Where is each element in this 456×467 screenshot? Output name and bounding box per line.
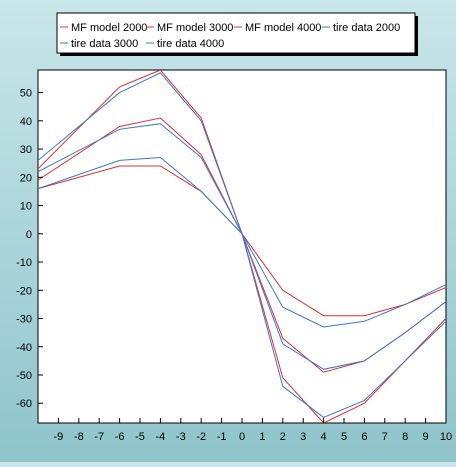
x-tick-label: -3 [176, 431, 186, 443]
x-tick-label: 7 [382, 431, 388, 443]
series-line-2 [38, 70, 446, 423]
x-tick-label: -1 [217, 431, 227, 443]
x-tick-label: -2 [196, 431, 206, 443]
y-tick-label: 10 [20, 201, 32, 213]
y-tick-label: 50 [20, 88, 32, 100]
y-tick-label: -60 [16, 398, 32, 410]
series-lines [38, 70, 446, 423]
x-tick-label: 1 [259, 431, 265, 443]
y-tick-label: -20 [16, 285, 32, 297]
legend-label-1: MF model 3000 [157, 22, 233, 34]
x-tick-label: -5 [135, 431, 145, 443]
y-tick-label: 30 [20, 144, 32, 156]
legend-box [56, 12, 416, 54]
x-tick-label: 10 [440, 431, 452, 443]
y-tick-label: -10 [16, 257, 32, 269]
x-tick-label: -6 [115, 431, 125, 443]
plot-background [37, 69, 447, 424]
y-tick-label: 0 [26, 229, 32, 241]
legend-label-5: tire data 4000 [157, 38, 224, 50]
legend-label-4: tire data 3000 [71, 38, 138, 50]
y-tick-label: -30 [16, 314, 32, 326]
x-tick-label: 9 [423, 431, 429, 443]
y-tick-label: -40 [16, 342, 32, 354]
series-line-0 [38, 165, 446, 317]
x-tick-label: 6 [361, 431, 367, 443]
x-tick-label: -8 [74, 431, 84, 443]
legend: MF model 2000 MF model 3000 MF model 4000 t… [56, 12, 418, 56]
legend-label-2: MF model 4000 [245, 22, 321, 34]
x-tick-label: 2 [280, 431, 286, 443]
y-tick-label: 20 [20, 172, 32, 184]
x-tick-label: 5 [341, 431, 347, 443]
legend-label-0: MF model 2000 [71, 22, 147, 34]
x-tick-label: 0 [239, 431, 245, 443]
x-tick-label: -4 [156, 431, 166, 443]
legend-label-3: tire data 2000 [333, 22, 400, 34]
series-line-3 [38, 156, 446, 328]
x-tick-label: -9 [54, 431, 64, 443]
y-tick-label: 40 [20, 116, 32, 128]
series-line-4 [38, 123, 446, 370]
series-line-5 [38, 72, 446, 418]
x-tick-label: 4 [321, 431, 327, 443]
y-tick-label: -50 [16, 370, 32, 382]
x-tick-label: 8 [402, 431, 408, 443]
x-tick-label: -7 [94, 431, 104, 443]
x-tick-label: 3 [300, 431, 306, 443]
plot-area [37, 69, 447, 424]
